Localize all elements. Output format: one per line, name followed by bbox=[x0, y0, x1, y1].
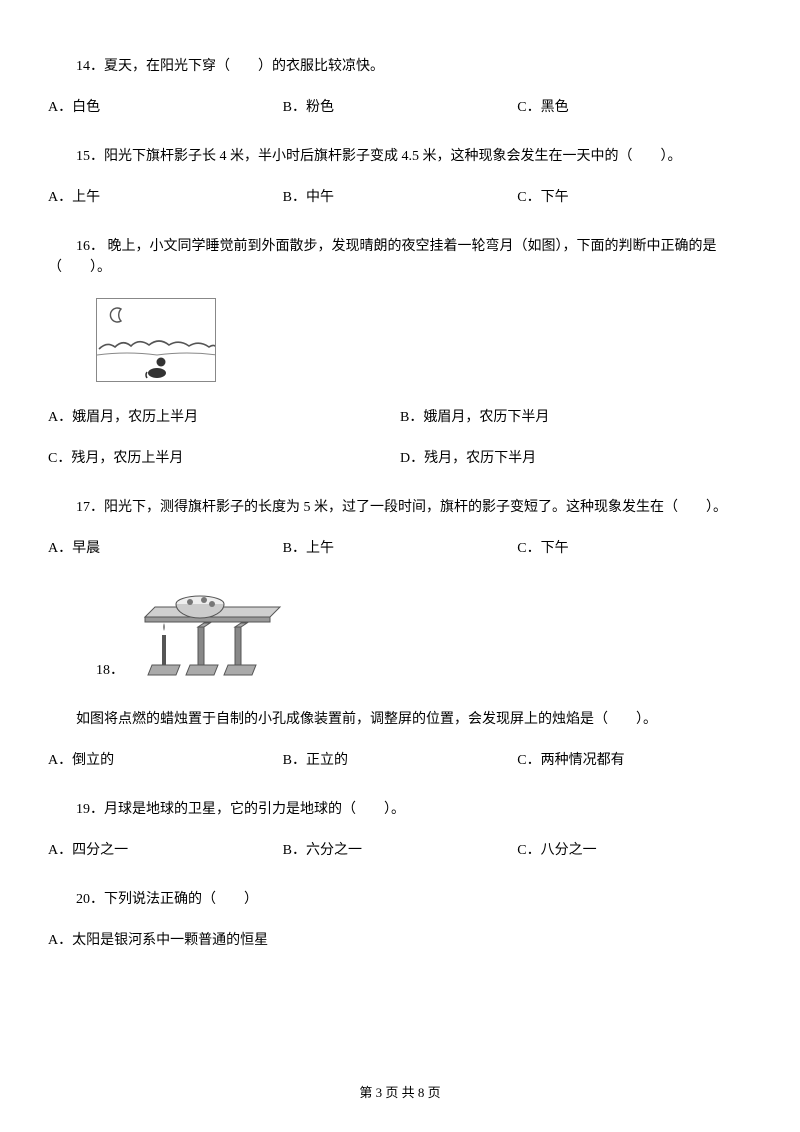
q17-options: A．早晨 B．上午 C．下午 bbox=[48, 538, 752, 559]
q18-opt-a: A．倒立的 bbox=[48, 750, 283, 771]
base-rail-icon bbox=[224, 665, 256, 675]
moon-svg bbox=[97, 299, 216, 382]
screen-board-top-icon bbox=[235, 623, 247, 627]
q19-text: 19．月球是地球的卫星，它的引力是地球的（ ）。 bbox=[48, 799, 752, 820]
q16-opt-d: D．残月，农历下半月 bbox=[400, 448, 752, 469]
q14-opt-b: B．粉色 bbox=[283, 97, 518, 118]
q19-opt-b: B．六分之一 bbox=[283, 840, 518, 861]
q17-opt-c: C．下午 bbox=[517, 538, 752, 559]
q18-text: 如图将点燃的蜡烛置于自制的小孔成像装置前，调整屏的位置，会发现屏上的烛焰是（ ）… bbox=[48, 709, 752, 730]
q15-opt-b: B．中午 bbox=[283, 187, 518, 208]
q15-opt-a: A．上午 bbox=[48, 187, 283, 208]
q15-options: A．上午 B．中午 C．下午 bbox=[48, 187, 752, 208]
child-head-icon bbox=[157, 358, 166, 367]
q16-opt-a: A．娥眉月，农历上半月 bbox=[48, 407, 400, 428]
q16-opt-b: B．娥眉月，农历下半月 bbox=[400, 407, 752, 428]
q14-opt-c: C．黑色 bbox=[517, 97, 752, 118]
bowl-item-icon bbox=[201, 597, 207, 603]
q18-number: 18． bbox=[96, 660, 124, 681]
q19-opt-c: C．八分之一 bbox=[517, 840, 752, 861]
q18-opt-c: C．两种情况都有 bbox=[517, 750, 752, 771]
q16-opt-c: C．残月，农历上半月 bbox=[48, 448, 400, 469]
q20-options: A．太阳是银河系中一颗普通的恒星 bbox=[48, 930, 752, 957]
q17-text: 17．阳光下，测得旗杆影子的长度为 5 米，过了一段时间，旗杆的影子变短了。这种… bbox=[48, 497, 752, 518]
q20-text: 20．下列说法正确的（ ） bbox=[48, 889, 752, 910]
base-rail-icon bbox=[148, 665, 180, 675]
ground-line-icon bbox=[97, 353, 216, 355]
hills-icon bbox=[99, 341, 216, 349]
pinhole-svg bbox=[130, 587, 285, 687]
q17-opt-a: A．早晨 bbox=[48, 538, 283, 559]
base-rail-icon bbox=[186, 665, 218, 675]
pinhole-board-top-icon bbox=[198, 623, 210, 627]
q17-opt-b: B．上午 bbox=[283, 538, 518, 559]
bowl-item-icon bbox=[209, 601, 215, 607]
q18-options: A．倒立的 B．正立的 C．两种情况都有 bbox=[48, 750, 752, 771]
q19-opt-a: A．四分之一 bbox=[48, 840, 283, 861]
crescent-moon-icon bbox=[110, 308, 121, 322]
q14-options: A．白色 B．粉色 C．黑色 bbox=[48, 97, 752, 118]
q16-text: 16． 晚上，小文同学睡觉前到外面散步，发现晴朗的夜空挂着一轮弯月（如图），下面… bbox=[48, 236, 752, 278]
bowl-item-icon bbox=[187, 599, 193, 605]
q18-opt-b: B．正立的 bbox=[283, 750, 518, 771]
q16-figure bbox=[96, 298, 752, 389]
q14-text: 14．夏天，在阳光下穿（ ）的衣服比较凉快。 bbox=[48, 56, 752, 77]
q15-opt-c: C．下午 bbox=[517, 187, 752, 208]
child-leg-icon bbox=[146, 372, 147, 378]
screen-board-icon bbox=[235, 627, 241, 665]
flame-icon bbox=[163, 623, 165, 631]
pinhole-image bbox=[130, 587, 285, 687]
q16-options: A．娥眉月，农历上半月 B．娥眉月，农历下半月 C．残月，农历上半月 D．残月，… bbox=[48, 407, 752, 469]
moon-scene-image bbox=[96, 298, 216, 382]
q19-options: A．四分之一 B．六分之一 C．八分之一 bbox=[48, 840, 752, 861]
child-body-icon bbox=[148, 368, 166, 378]
q15-text: 15．阳光下旗杆影子长 4 米，半小时后旗杆影子变成 4.5 米，这种现象会发生… bbox=[48, 146, 752, 167]
q14-opt-a: A．白色 bbox=[48, 97, 283, 118]
q18-figure-row: 18． bbox=[96, 587, 752, 687]
pinhole-board-icon bbox=[198, 627, 204, 665]
page-footer: 第 3 页 共 8 页 bbox=[0, 1083, 800, 1103]
q20-opt-a: A．太阳是银河系中一颗普通的恒星 bbox=[48, 930, 752, 951]
